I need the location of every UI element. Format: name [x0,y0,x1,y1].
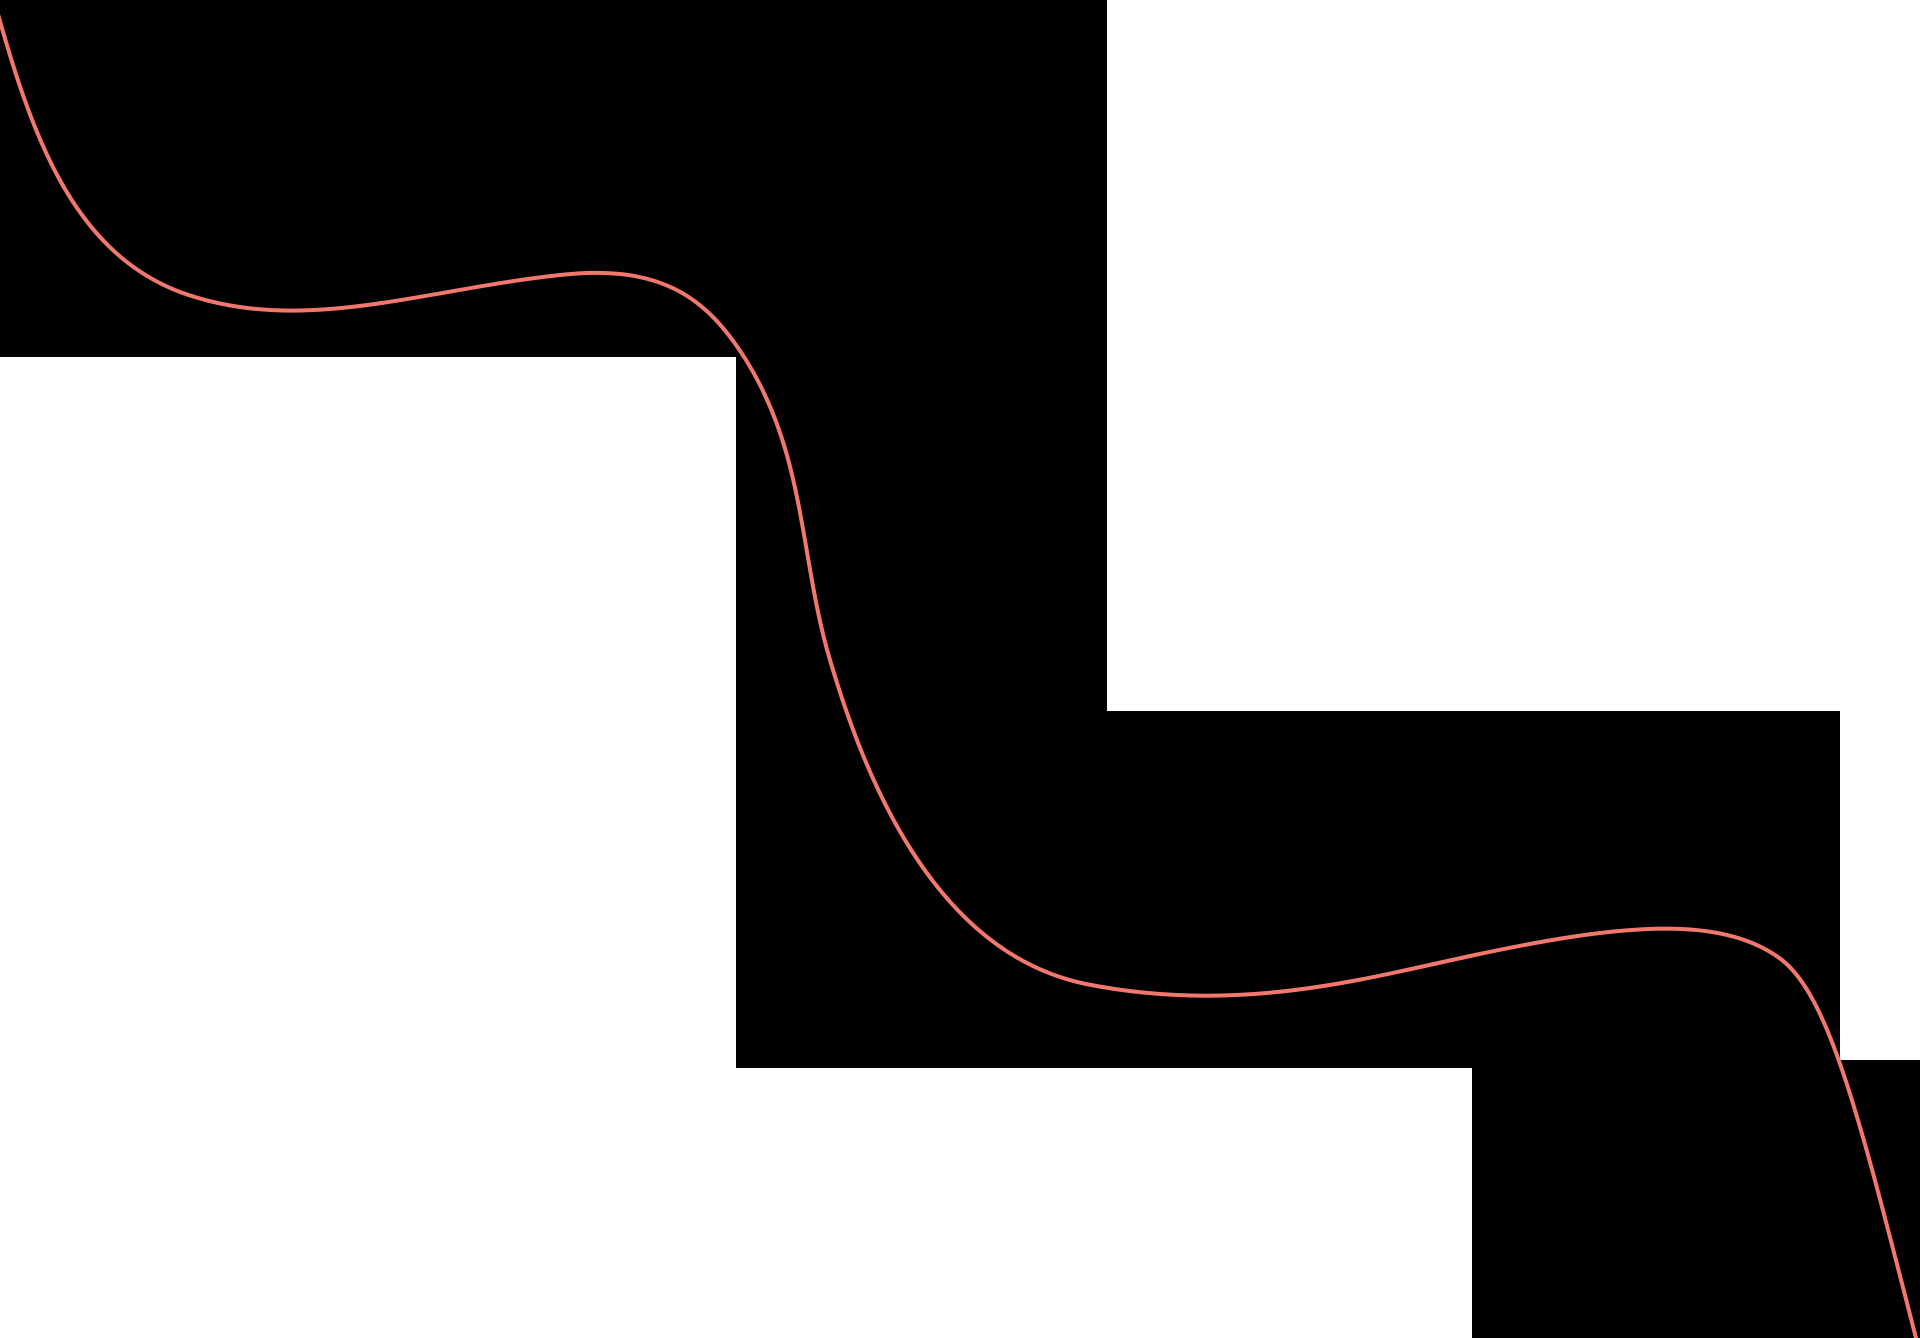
middle-right-band-block [736,711,1840,1068]
bottom-right-block [1472,1060,1920,1338]
